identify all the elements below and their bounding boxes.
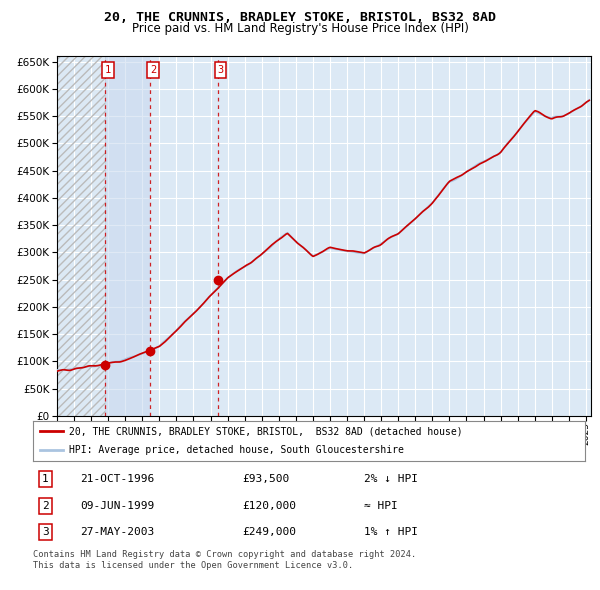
Text: £249,000: £249,000	[243, 527, 297, 537]
Text: Price paid vs. HM Land Registry's House Price Index (HPI): Price paid vs. HM Land Registry's House …	[131, 22, 469, 35]
Text: 21-OCT-1996: 21-OCT-1996	[80, 474, 154, 484]
Bar	[57, 56, 105, 416]
Text: 1: 1	[42, 474, 49, 484]
Text: 2% ↓ HPI: 2% ↓ HPI	[364, 474, 418, 484]
Text: 20, THE CRUNNIS, BRADLEY STOKE, BRISTOL, BS32 8AD: 20, THE CRUNNIS, BRADLEY STOKE, BRISTOL,…	[104, 11, 496, 24]
Text: 1: 1	[105, 65, 111, 75]
Text: 3: 3	[218, 65, 224, 75]
Bar	[105, 56, 150, 416]
Text: 09-JUN-1999: 09-JUN-1999	[80, 501, 154, 510]
Text: HPI: Average price, detached house, South Gloucestershire: HPI: Average price, detached house, Sout…	[69, 445, 404, 455]
Text: This data is licensed under the Open Government Licence v3.0.: This data is licensed under the Open Gov…	[33, 560, 353, 569]
Text: 2: 2	[150, 65, 156, 75]
Text: ≈ HPI: ≈ HPI	[364, 501, 398, 510]
Text: 2: 2	[42, 501, 49, 510]
Text: 3: 3	[42, 527, 49, 537]
Text: 1% ↑ HPI: 1% ↑ HPI	[364, 527, 418, 537]
Text: £120,000: £120,000	[243, 501, 297, 510]
Text: 27-MAY-2003: 27-MAY-2003	[80, 527, 154, 537]
Text: 20, THE CRUNNIS, BRADLEY STOKE, BRISTOL,  BS32 8AD (detached house): 20, THE CRUNNIS, BRADLEY STOKE, BRISTOL,…	[69, 427, 463, 436]
Text: £93,500: £93,500	[243, 474, 290, 484]
Text: Contains HM Land Registry data © Crown copyright and database right 2024.: Contains HM Land Registry data © Crown c…	[33, 550, 416, 559]
